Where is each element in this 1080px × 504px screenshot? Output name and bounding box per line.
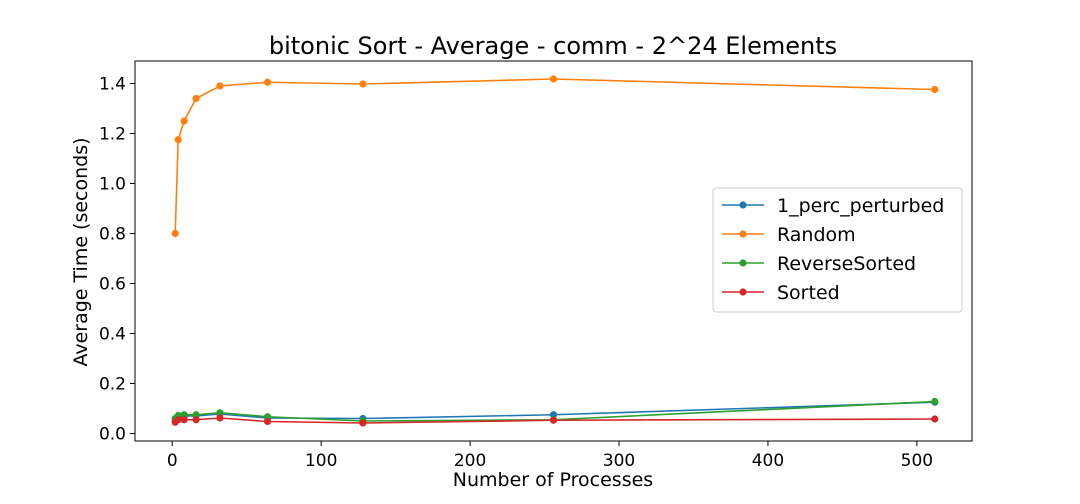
data-point-1-0 [171, 229, 179, 238]
data-point-2-8 [931, 397, 939, 406]
data-point-2-4 [216, 409, 224, 417]
data-point-1-8 [931, 85, 939, 94]
legend: 1_perc_perturbed Random ReverseSorted Sorte… [712, 187, 963, 313]
y-tick-label-3: 0.6 [99, 275, 126, 295]
data-point-0-7 [549, 411, 558, 419]
y-tick-label-5: 1.0 [99, 175, 126, 195]
x-tick-label-4: 400 [752, 451, 784, 471]
x-tick-label-5: 500 [901, 451, 933, 471]
data-point-3-7 [549, 416, 558, 424]
y-axis-label: Average Time (seconds) [70, 137, 92, 366]
y-tick-label-4: 0.8 [99, 225, 126, 245]
data-point-3-2 [180, 416, 188, 424]
data-point-1-1 [174, 136, 182, 144]
legend-marker-0 [739, 201, 747, 209]
x-tick-label-2: 200 [454, 451, 486, 471]
legend-marker-1 [739, 230, 747, 238]
legend-label-1: Random [777, 224, 856, 246]
plot-area: 0 100 200 300 400 500 0.0 0.2 0.4 0.6 0.8 1.0 1.2 1.4 [99, 60, 973, 471]
x-tick-label-0: 0 [167, 451, 178, 471]
legend-label-2: ReverseSorted [777, 253, 916, 275]
legend-marker-2 [739, 259, 747, 267]
plot-frame [134, 60, 973, 442]
data-point-3-6 [359, 419, 367, 427]
y-tick-label-2: 0.4 [99, 325, 126, 345]
legend-box [712, 187, 963, 313]
data-point-3-8 [931, 415, 939, 423]
y-tick-label-7: 1.4 [99, 75, 126, 95]
data-point-3-3 [192, 416, 200, 424]
x-tick-label-3: 300 [603, 451, 635, 471]
data-point-1-6 [359, 80, 367, 88]
data-point-1-7 [549, 75, 558, 83]
legend-label-3: Sorted [777, 282, 840, 304]
legend-label-0: 1_perc_perturbed [777, 195, 944, 217]
data-point-1-2 [180, 117, 188, 125]
x-tick-label-1: 100 [305, 451, 337, 471]
data-point-3-4 [216, 414, 224, 422]
data-point-1-5 [263, 78, 272, 86]
y-tick-label-0: 0.0 [99, 425, 126, 445]
x-axis-label: Number of Processes [453, 469, 653, 491]
chart-title: bitonic Sort - Average - comm - 2^24 Ele… [269, 32, 837, 60]
y-tick-label-1: 0.2 [99, 375, 126, 395]
y-tick-label-6: 1.2 [99, 125, 126, 145]
data-point-2-3 [192, 411, 200, 419]
data-point-1-3 [192, 94, 200, 103]
data-point-3-1 [174, 416, 182, 424]
data-point-1-4 [216, 82, 224, 90]
legend-marker-3 [739, 288, 747, 296]
data-point-3-5 [263, 417, 272, 426]
data-point-2-2 [180, 411, 188, 419]
